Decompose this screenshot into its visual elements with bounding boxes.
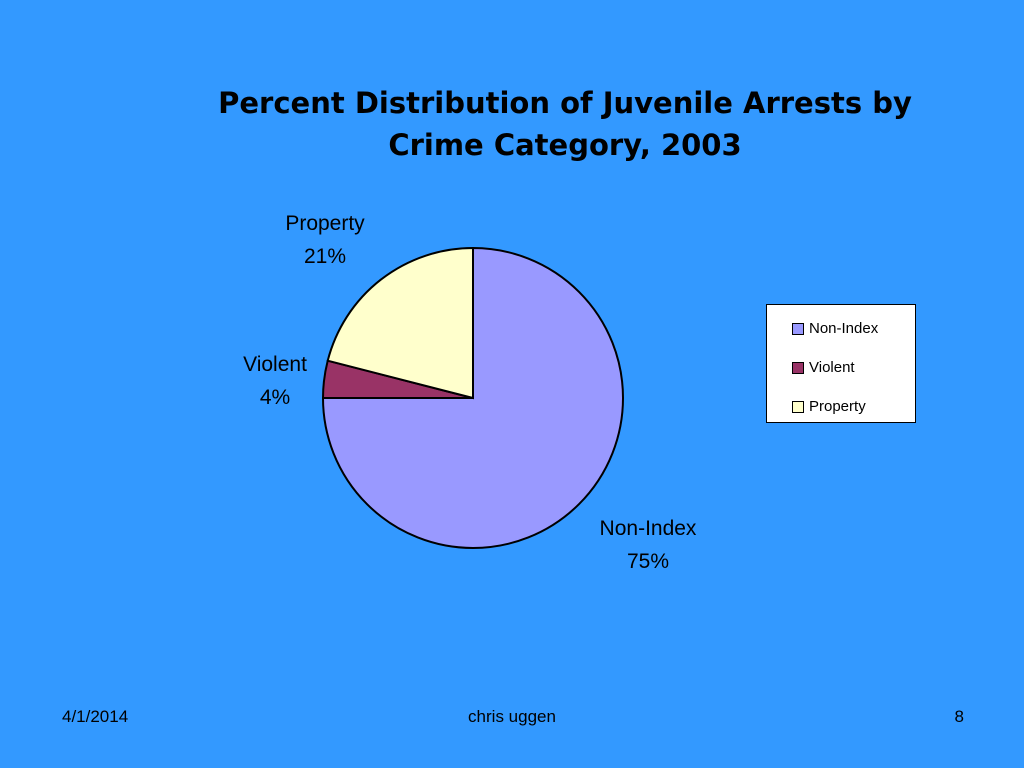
pie-label-name-non-index: Non-Index: [600, 517, 697, 540]
legend-item-non-index: Non-Index: [767, 309, 915, 348]
pie-slice-property: [326, 246, 474, 400]
legend-swatch-non-index: [792, 322, 804, 335]
pie-label-name-violent: Violent: [243, 353, 307, 376]
pie-label-value-violent: 4%: [260, 386, 290, 409]
footer-date: 4/1/2014: [62, 707, 129, 726]
footer-page-number: 8: [954, 707, 964, 726]
pie-slice-non-index: [321, 246, 624, 549]
legend-swatch-violent: [792, 361, 804, 374]
legend-item-property: Property: [767, 387, 915, 426]
slide-title-line-1: Percent Distribution of Juvenile Arrests…: [218, 86, 912, 120]
pie-slices: [321, 246, 624, 549]
legend-item-violent: Violent: [767, 348, 915, 387]
footer-author: chris uggen: [468, 707, 556, 726]
pie-label-name-property: Property: [285, 212, 365, 235]
legend-label-non-index: Non-Index: [809, 320, 879, 337]
chart-legend: Non-Index Violent Property: [766, 304, 916, 423]
pie-label-value-non-index: 75%: [627, 550, 669, 573]
pie-label-value-property: 21%: [304, 245, 346, 268]
legend-label-violent: Violent: [809, 359, 855, 376]
slide-title: Percent Distribution of Juvenile Arrests…: [150, 82, 980, 166]
pie-labels: Non-Index 75% Violent 4% Property 21%: [243, 212, 697, 573]
legend-swatch-property: [792, 400, 804, 413]
legend-label-property: Property: [809, 398, 866, 415]
slide-title-line-2: Crime Category, 2003: [388, 128, 742, 162]
